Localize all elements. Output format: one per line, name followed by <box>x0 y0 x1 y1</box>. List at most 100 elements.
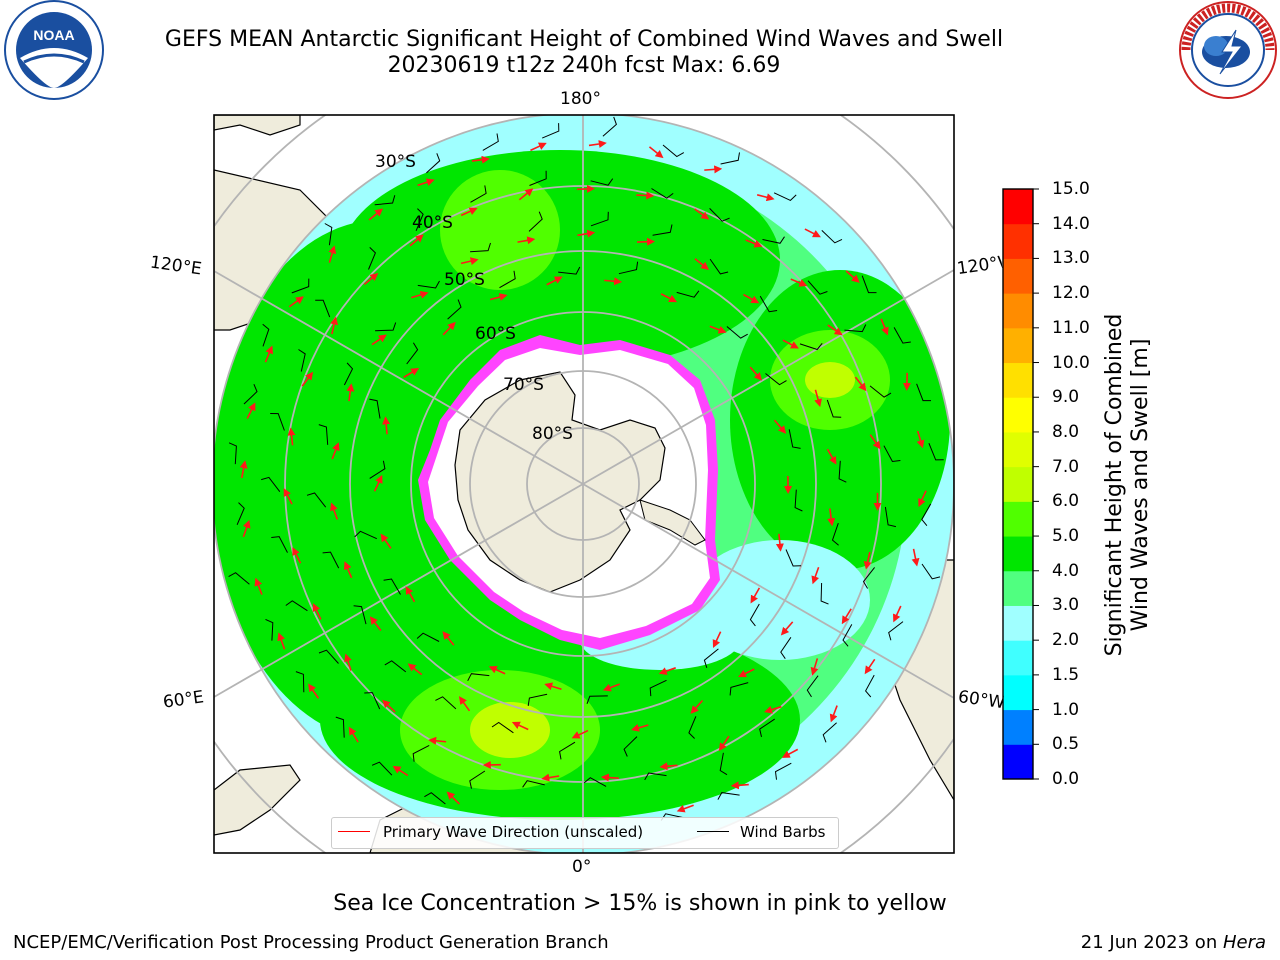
wind-barb <box>559 741 576 760</box>
colorbar-tick-label: 0.5 <box>1052 734 1080 755</box>
wind-barb <box>415 208 424 231</box>
wind-barb <box>406 342 419 365</box>
colorbar-segment <box>1003 431 1033 468</box>
wind-barb <box>921 503 932 527</box>
wave-direction-arrow <box>428 736 447 745</box>
australia-land <box>214 115 301 136</box>
wave-direction-arrow <box>604 277 623 286</box>
wave-direction-arrow <box>712 631 722 648</box>
wind-barb <box>243 384 258 405</box>
wave-direction-arrow <box>918 490 927 507</box>
wind-barb <box>324 223 333 246</box>
wave-direction-arrow <box>511 721 529 731</box>
wave-direction-arrow <box>694 258 709 270</box>
map-subtitle: 20230619 t12z 240h fcst Max: 6.69 <box>387 53 781 78</box>
wave-direction-arrow <box>588 140 607 148</box>
wind-barb <box>542 123 560 139</box>
wind-barb <box>869 385 892 398</box>
wind-barb <box>529 170 547 186</box>
wave-direction-arrow <box>458 696 471 712</box>
wave-direction-arrow <box>489 293 508 301</box>
map-legend: Primary Wave Direction (unscaled) Wind B… <box>331 817 839 849</box>
wave-band-4-5m-north <box>340 150 780 370</box>
wave-direction-arrow <box>749 366 763 381</box>
wave-direction-arrow <box>544 682 562 691</box>
wave-direction-arrow <box>417 178 435 187</box>
wind-barb <box>921 563 941 580</box>
wind-barb <box>306 492 327 508</box>
wave-direction-arrow <box>382 416 391 435</box>
wave-direction-arrow <box>811 566 820 585</box>
wave-direction-arrow <box>743 293 760 304</box>
wave-direction-arrow <box>344 653 352 671</box>
wind-barb <box>491 721 514 734</box>
wind-barb <box>590 178 614 186</box>
colorbar-tick-label: 10.0 <box>1052 352 1090 373</box>
wave-direction-arrow <box>292 547 302 564</box>
map-title: GEFS MEAN Antarctic Significant Height o… <box>164 27 1004 52</box>
africa-land <box>214 764 301 836</box>
wind-barb <box>374 195 396 206</box>
colorbar-title-line1: Significant Height of Combined <box>1102 313 1127 657</box>
wave-direction-arrow <box>442 631 455 646</box>
colorbar-tick-label: 9.0 <box>1052 387 1080 408</box>
wind-barb <box>893 327 911 344</box>
wave-direction-arrow <box>382 699 396 713</box>
wave-direction-arrow <box>288 296 304 308</box>
wind-barb <box>375 322 397 332</box>
wind-barb <box>343 362 354 386</box>
wind-barb <box>719 752 728 776</box>
wind-barb <box>384 660 407 673</box>
wave-direction-arrow <box>488 666 506 675</box>
wave-direction-arrow <box>869 434 881 450</box>
wind-barb <box>228 442 237 465</box>
wind-barb <box>354 530 378 540</box>
colorbar-segment <box>1003 223 1033 259</box>
legend-wave-direction-label: Primary Wave Direction (unscaled) <box>383 823 644 841</box>
wind-barb <box>527 693 548 706</box>
wave-direction-arrow <box>810 658 819 676</box>
wave-direction-arrow <box>239 460 248 479</box>
wind-barb <box>298 349 306 372</box>
wind-barb <box>522 780 545 788</box>
vector-layer <box>228 116 944 821</box>
wave-direction-arrow <box>446 791 461 805</box>
wind-barb <box>586 695 608 704</box>
wave-direction-arrow <box>659 762 678 771</box>
wave-direction-arrow <box>283 488 293 505</box>
lat-label-50s: 50°S <box>444 270 485 290</box>
wave-direction-arrow <box>380 533 392 549</box>
wave-direction-arrow <box>658 667 676 675</box>
wave-direction-arrow <box>312 603 322 620</box>
lat-label-30s: 30°S <box>375 152 416 172</box>
wave-direction-arrow <box>756 193 775 202</box>
wind-barb <box>788 429 801 449</box>
wind-barb <box>726 326 748 339</box>
wave-direction-arrow <box>369 616 382 631</box>
colorbar-segment <box>1003 674 1033 711</box>
colorbar-tick-label: 11.0 <box>1052 317 1090 338</box>
wave-direction-arrow <box>781 748 799 758</box>
wave-direction-arrow <box>517 236 536 245</box>
wave-direction-arrow <box>845 270 860 283</box>
wave-direction-arrow <box>864 658 876 675</box>
wave-direction-arrow <box>804 228 821 238</box>
wind-barb <box>759 295 778 313</box>
colorbar-tick-label: 14.0 <box>1052 213 1090 234</box>
wind-barb <box>838 460 847 483</box>
colorbar-tick-label: 2.0 <box>1052 630 1080 651</box>
wind-barb <box>417 280 440 289</box>
wave-direction-arrow <box>648 146 664 159</box>
wind-barb <box>424 792 446 805</box>
wind-barb <box>228 572 250 585</box>
wave-peak-pacific <box>805 362 855 398</box>
wave-direction-arrow <box>246 402 256 419</box>
colorbar-segment <box>1003 466 1033 502</box>
colorbar-segment <box>1003 258 1033 294</box>
wind-barb <box>470 242 491 253</box>
wind-barb <box>236 502 245 525</box>
wind-barb <box>780 637 792 659</box>
wind-barb <box>844 324 867 333</box>
colorbar-segment <box>1003 189 1033 225</box>
wind-barb <box>662 144 685 158</box>
